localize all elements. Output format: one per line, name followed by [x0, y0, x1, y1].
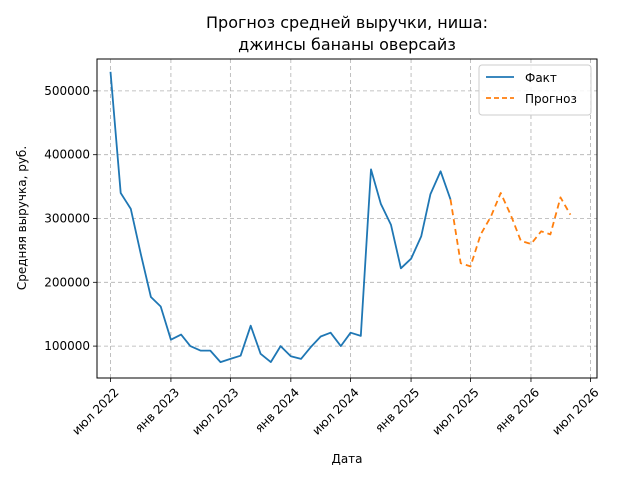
x-axis: июл 2022 янв 2023 июл 2023 янв 2024 июл 2024…: [69, 378, 602, 438]
x-tick-label: янв 2023: [132, 385, 182, 435]
legend-label-fact: Факт: [525, 71, 557, 85]
legend-label-forecast: Прогноз: [525, 92, 577, 106]
x-axis-label: Дата: [331, 452, 362, 466]
series-line-forecast: [449, 192, 572, 268]
y-axis-label: Средняя выручка, руб.: [15, 146, 29, 290]
x-tick-label: июл 2023: [189, 385, 241, 437]
x-tick-label: янв 2025: [372, 385, 422, 435]
y-tick-label: 500000: [44, 84, 90, 98]
chart-title: Прогноз средней выручки, ниша:: [206, 13, 488, 32]
series-layer: [109, 71, 572, 364]
x-tick-label: июл 2022: [69, 385, 121, 437]
legend: Факт Прогноз: [478, 64, 592, 116]
y-tick-label: 400000: [44, 148, 90, 162]
y-tick-label: 300000: [44, 212, 90, 226]
chart-subtitle: джинсы бананы оверсайз: [238, 35, 456, 54]
y-axis: 100000 200000 300000 400000 500000: [44, 84, 97, 353]
x-tick-label: июл 2025: [429, 385, 481, 437]
series-line-fact: [109, 71, 452, 364]
y-tick-label: 200000: [44, 275, 90, 289]
x-tick-label: янв 2026: [492, 385, 542, 435]
x-tick-label: янв 2024: [252, 385, 302, 435]
x-tick-label: июл 2026: [549, 385, 601, 437]
x-tick-label: июл 2024: [310, 385, 362, 437]
y-tick-label: 100000: [44, 339, 90, 353]
